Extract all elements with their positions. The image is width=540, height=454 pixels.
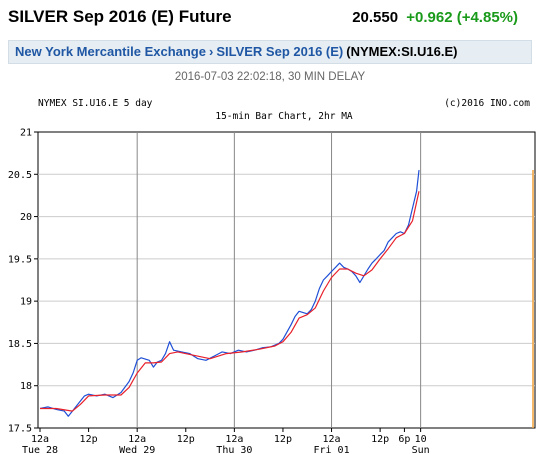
- y-tick-label: 19.5: [8, 254, 32, 265]
- breadcrumb-symbol: (NYMEX:SI.U16.E): [346, 44, 458, 59]
- x-tick-label: 12a: [31, 434, 49, 445]
- quote-header: SILVER Sep 2016 (E) Future 20.550 +0.962…: [0, 0, 540, 36]
- x-tick-label: 12a: [323, 434, 341, 445]
- y-tick-label: 18: [20, 381, 32, 392]
- price-chart: NYMEX SI.U16.E 5 day (c)2016 INO.com 15-…: [8, 98, 536, 454]
- x-tick-label: 12p: [371, 434, 389, 445]
- x-tick-label: 12p: [274, 434, 292, 445]
- x-tick-label: 6p: [398, 434, 410, 445]
- x-tick-label: 10: [415, 434, 427, 445]
- quote-timestamp: 2016-07-03 22:02:18, 30 MIN DELAY: [174, 71, 366, 83]
- x-date-label: Sun: [412, 445, 430, 454]
- chart-header-right: (c)2016 INO.com: [444, 98, 530, 109]
- plot-frame: [37, 131, 536, 429]
- x-date-label: Tue 28: [22, 445, 58, 454]
- y-tick-label: 19: [20, 297, 32, 308]
- x-date-label: Wed 29: [119, 445, 155, 454]
- y-tick-label: 18.5: [8, 339, 32, 350]
- x-tick-label: 12p: [80, 434, 98, 445]
- x-tick-label: 12p: [177, 434, 195, 445]
- x-date-label: Fri 01: [313, 445, 349, 454]
- breadcrumb-exchange-link[interactable]: New York Mercantile Exchange: [15, 44, 206, 59]
- last-price: 20.550: [352, 9, 399, 26]
- x-tick-label: 12a: [128, 434, 146, 445]
- x-tick-label: 12a: [225, 434, 243, 445]
- breadcrumb-contract-link[interactable]: SILVER Sep 2016 (E): [216, 44, 344, 59]
- y-tick-label: 20: [20, 212, 32, 223]
- breadcrumb-separator: ›: [208, 44, 214, 59]
- page-title: SILVER Sep 2016 (E) Future: [8, 7, 232, 26]
- price-change: +0.962 (+4.85%): [406, 9, 518, 26]
- series-line: [40, 191, 420, 412]
- y-tick-label: 20.5: [8, 170, 32, 181]
- chart-header-left: NYMEX SI.U16.E 5 day: [38, 98, 153, 109]
- chart-title: 15-min Bar Chart, 2hr MA: [215, 111, 353, 122]
- breadcrumb: New York Mercantile Exchange › SILVER Sep …: [8, 40, 532, 64]
- y-tick-label: 17.5: [8, 424, 32, 435]
- quote-summary: 20.550 +0.962 (+4.85%): [352, 9, 518, 26]
- x-date-label: Thu 30: [216, 445, 252, 454]
- y-tick-label: 21: [20, 128, 32, 139]
